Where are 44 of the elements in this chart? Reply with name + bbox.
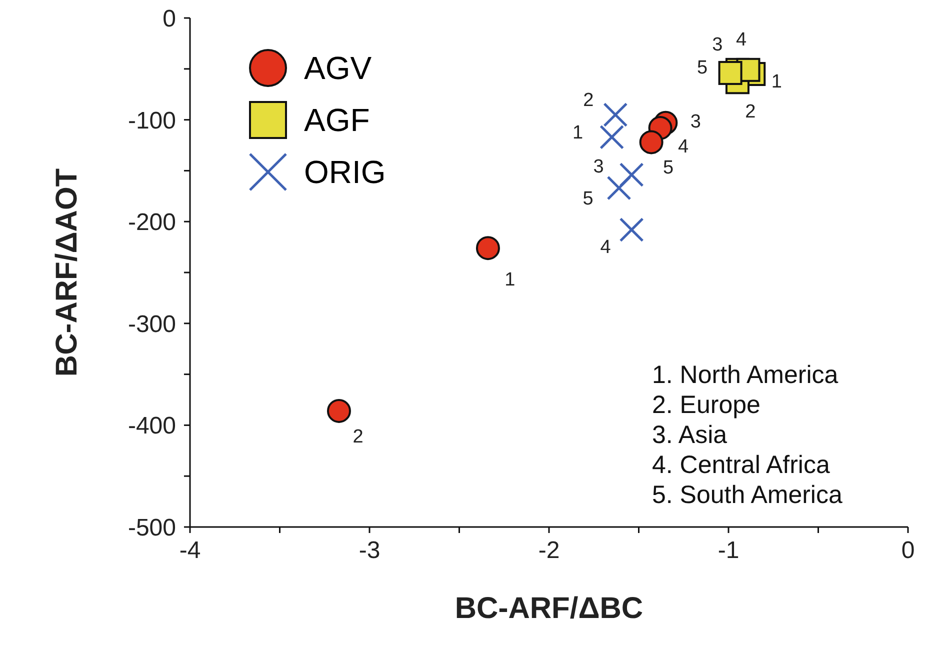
legend-label: AGF [304,102,370,138]
y-tick-label: -400 [128,412,176,440]
y-tick-label: -300 [128,310,176,338]
y-axis-title: BC-ARF/ΔAOT [50,168,84,377]
x-tick-label: -4 [179,537,201,564]
annotation: 5 [582,188,594,210]
legend-label: AGV [304,50,372,86]
annotation: 1. North America [652,360,840,390]
legend-label: ORIG [304,154,386,190]
x-tick-label: 0 [901,537,915,564]
point [603,102,628,127]
y-tick-label: -500 [128,514,176,542]
annotation: 3. Asia [652,420,728,450]
annotation: 2 [583,90,594,112]
annotation: 4 [600,237,612,258]
x-axis-title: BC-ARF/ΔBC [454,592,644,625]
annotation: 2 [745,102,756,123]
y-tick-label: -100 [128,107,176,134]
x-tick-label: -3 [358,537,380,564]
annotation: 5 [697,57,708,78]
y-tick-label: -200 [128,209,176,236]
point [619,217,644,242]
annotation: 5. South America [652,480,842,510]
annotation: 4 [736,29,747,50]
annotation: 3 [690,111,701,132]
annotation: 2 [352,426,364,448]
annotation: 1 [504,270,516,291]
annotation: 5 [663,158,674,179]
point [600,124,624,150]
annotation: 3 [593,156,604,178]
annotation: 4. Central Africa [652,450,831,480]
annotation: 4 [678,136,689,158]
annotation: 3 [712,34,723,56]
annotation: 1 [572,122,584,144]
x-tick-label: -1 [718,537,740,564]
point [639,130,664,154]
y-tick-label: 0 [162,6,176,33]
annotation: 2. Europe [652,390,762,420]
annotation: 1 [771,71,782,92]
point [606,176,632,200]
x-tick-label: -2 [538,537,560,564]
point [326,398,351,423]
point [476,236,500,260]
point [619,162,644,188]
